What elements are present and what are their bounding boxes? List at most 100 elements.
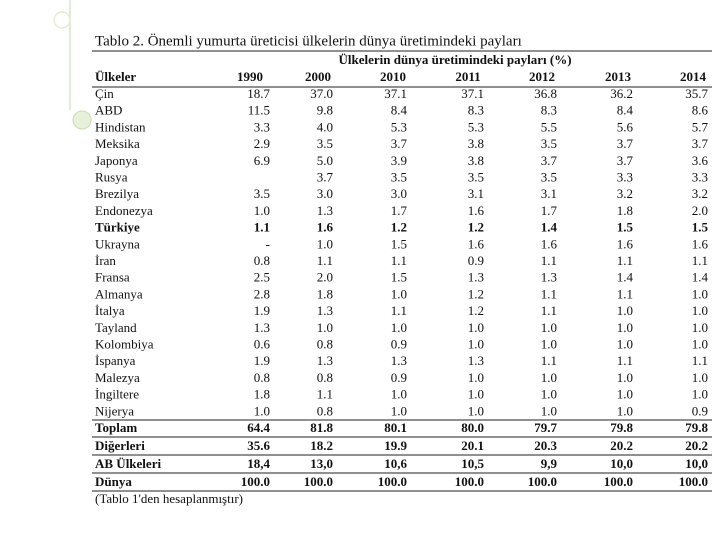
cell: 0.9: [692, 403, 708, 418]
row-label: Ukrayna: [95, 236, 140, 251]
cell: 1.6: [468, 236, 485, 251]
cell: 1.0: [468, 403, 484, 418]
cell: 18.7: [247, 86, 270, 101]
cell: 3.1: [468, 186, 484, 201]
cell: 3.5: [391, 169, 407, 184]
cell: 35.7: [685, 86, 708, 101]
cell: 100.0: [528, 474, 557, 489]
cell: 1.0: [617, 320, 633, 335]
cell: 3.5: [541, 169, 557, 184]
row-label: Brezilya: [95, 186, 139, 201]
cell: 1.6: [541, 236, 558, 251]
cell: 80.0: [461, 420, 484, 435]
row-label: Kolombiya: [95, 336, 154, 351]
cell: 5.0: [317, 153, 333, 168]
row-label: Tayland: [95, 320, 137, 335]
row-label: Çin: [95, 86, 114, 101]
cell: 0.9: [468, 253, 484, 268]
cell: 11.5: [248, 103, 270, 118]
cell: 1.0: [617, 370, 633, 385]
cell: 1.2: [468, 220, 484, 235]
cell: 3.3: [692, 169, 708, 184]
cell: 8.6: [692, 103, 709, 118]
cell: 1.1: [317, 387, 333, 402]
table-title: Tablo 2. Önemli yumurta üreticisi ülkele…: [95, 32, 522, 49]
cell: 1.3: [468, 270, 484, 285]
cell: 20.1: [461, 438, 484, 453]
cell: 20.3: [534, 438, 557, 453]
cell: 37.1: [384, 86, 407, 101]
cell: 10,5: [461, 456, 484, 471]
cell: 81.8: [310, 420, 333, 435]
cell: 100.0: [455, 474, 484, 489]
cell: 1.9: [254, 353, 270, 368]
cell: 36.8: [534, 86, 557, 101]
cell: 0.8: [317, 336, 333, 351]
row-label: Endonezya: [95, 203, 153, 218]
row-label: Toplam: [95, 420, 137, 435]
cell: 100.0: [378, 474, 407, 489]
cell: 0.8: [254, 253, 270, 268]
cell: 0.8: [317, 370, 333, 385]
cell: 2.0: [317, 270, 333, 285]
cell: 1.0: [692, 387, 708, 402]
cell: 1.1: [541, 353, 557, 368]
cell: 100.0: [679, 474, 708, 489]
cell: 2.0: [692, 203, 708, 218]
cell: 2.9: [254, 136, 270, 151]
row-label: Diğerleri: [95, 438, 145, 453]
cell: 2.8: [254, 286, 270, 301]
cell: 1.6: [317, 220, 334, 235]
cell: 3.7: [317, 169, 334, 184]
cell: 8.4: [617, 103, 634, 118]
row-label: Fransa: [95, 270, 130, 285]
column-header: 1990: [237, 69, 263, 84]
cell: 1.3: [541, 270, 557, 285]
cell: 1.0: [468, 320, 484, 335]
cell: 1.1: [692, 353, 708, 368]
cell: 5.7: [692, 119, 709, 134]
cell: 3.8: [468, 153, 484, 168]
cell: 1.0: [541, 320, 557, 335]
cell: 1.3: [317, 353, 333, 368]
cell: 1.0: [391, 387, 407, 402]
cell: 3.2: [617, 186, 633, 201]
cell: 36.2: [610, 86, 633, 101]
cell: 64.4: [247, 420, 270, 435]
cell: 1.4: [692, 270, 709, 285]
row-label: Meksika: [95, 136, 140, 151]
cell: 3.1: [541, 186, 557, 201]
row-label: İran: [95, 253, 116, 268]
decor-circle: [72, 110, 92, 130]
row-label: İtalya: [95, 303, 125, 318]
decor-circle: [53, 11, 71, 29]
cell: 1.0: [541, 336, 557, 351]
note: (Tablo 1'den hesaplanmıştır): [95, 491, 243, 506]
cell: 1.8: [254, 387, 270, 402]
cell: 100.0: [241, 474, 270, 489]
cell: 1.3: [254, 320, 270, 335]
cell: 1.3: [317, 303, 333, 318]
cell: 1.0: [541, 387, 557, 402]
cell: 3.5: [468, 169, 484, 184]
row-label: Japonya: [95, 153, 138, 168]
cell: 0.6: [254, 336, 271, 351]
cell: 79.8: [610, 420, 633, 435]
cell: 1.6: [468, 203, 485, 218]
cell: 3.7: [391, 136, 408, 151]
cell: 9,9: [541, 456, 558, 471]
cell: 1.1: [317, 253, 333, 268]
cell: 1.0: [317, 320, 333, 335]
cell: 1.8: [317, 286, 333, 301]
cell: 3.3: [254, 119, 270, 134]
cell: 1.6: [692, 236, 709, 251]
cell: 1.1: [617, 286, 633, 301]
cell: 3.2: [692, 186, 708, 201]
row-label: İspanya: [95, 353, 136, 368]
cell: 1.7: [541, 203, 558, 218]
cell: 10,0: [610, 456, 633, 471]
cell: 1.0: [692, 320, 708, 335]
cell: 1.1: [541, 303, 557, 318]
cell: 2.5: [254, 270, 270, 285]
